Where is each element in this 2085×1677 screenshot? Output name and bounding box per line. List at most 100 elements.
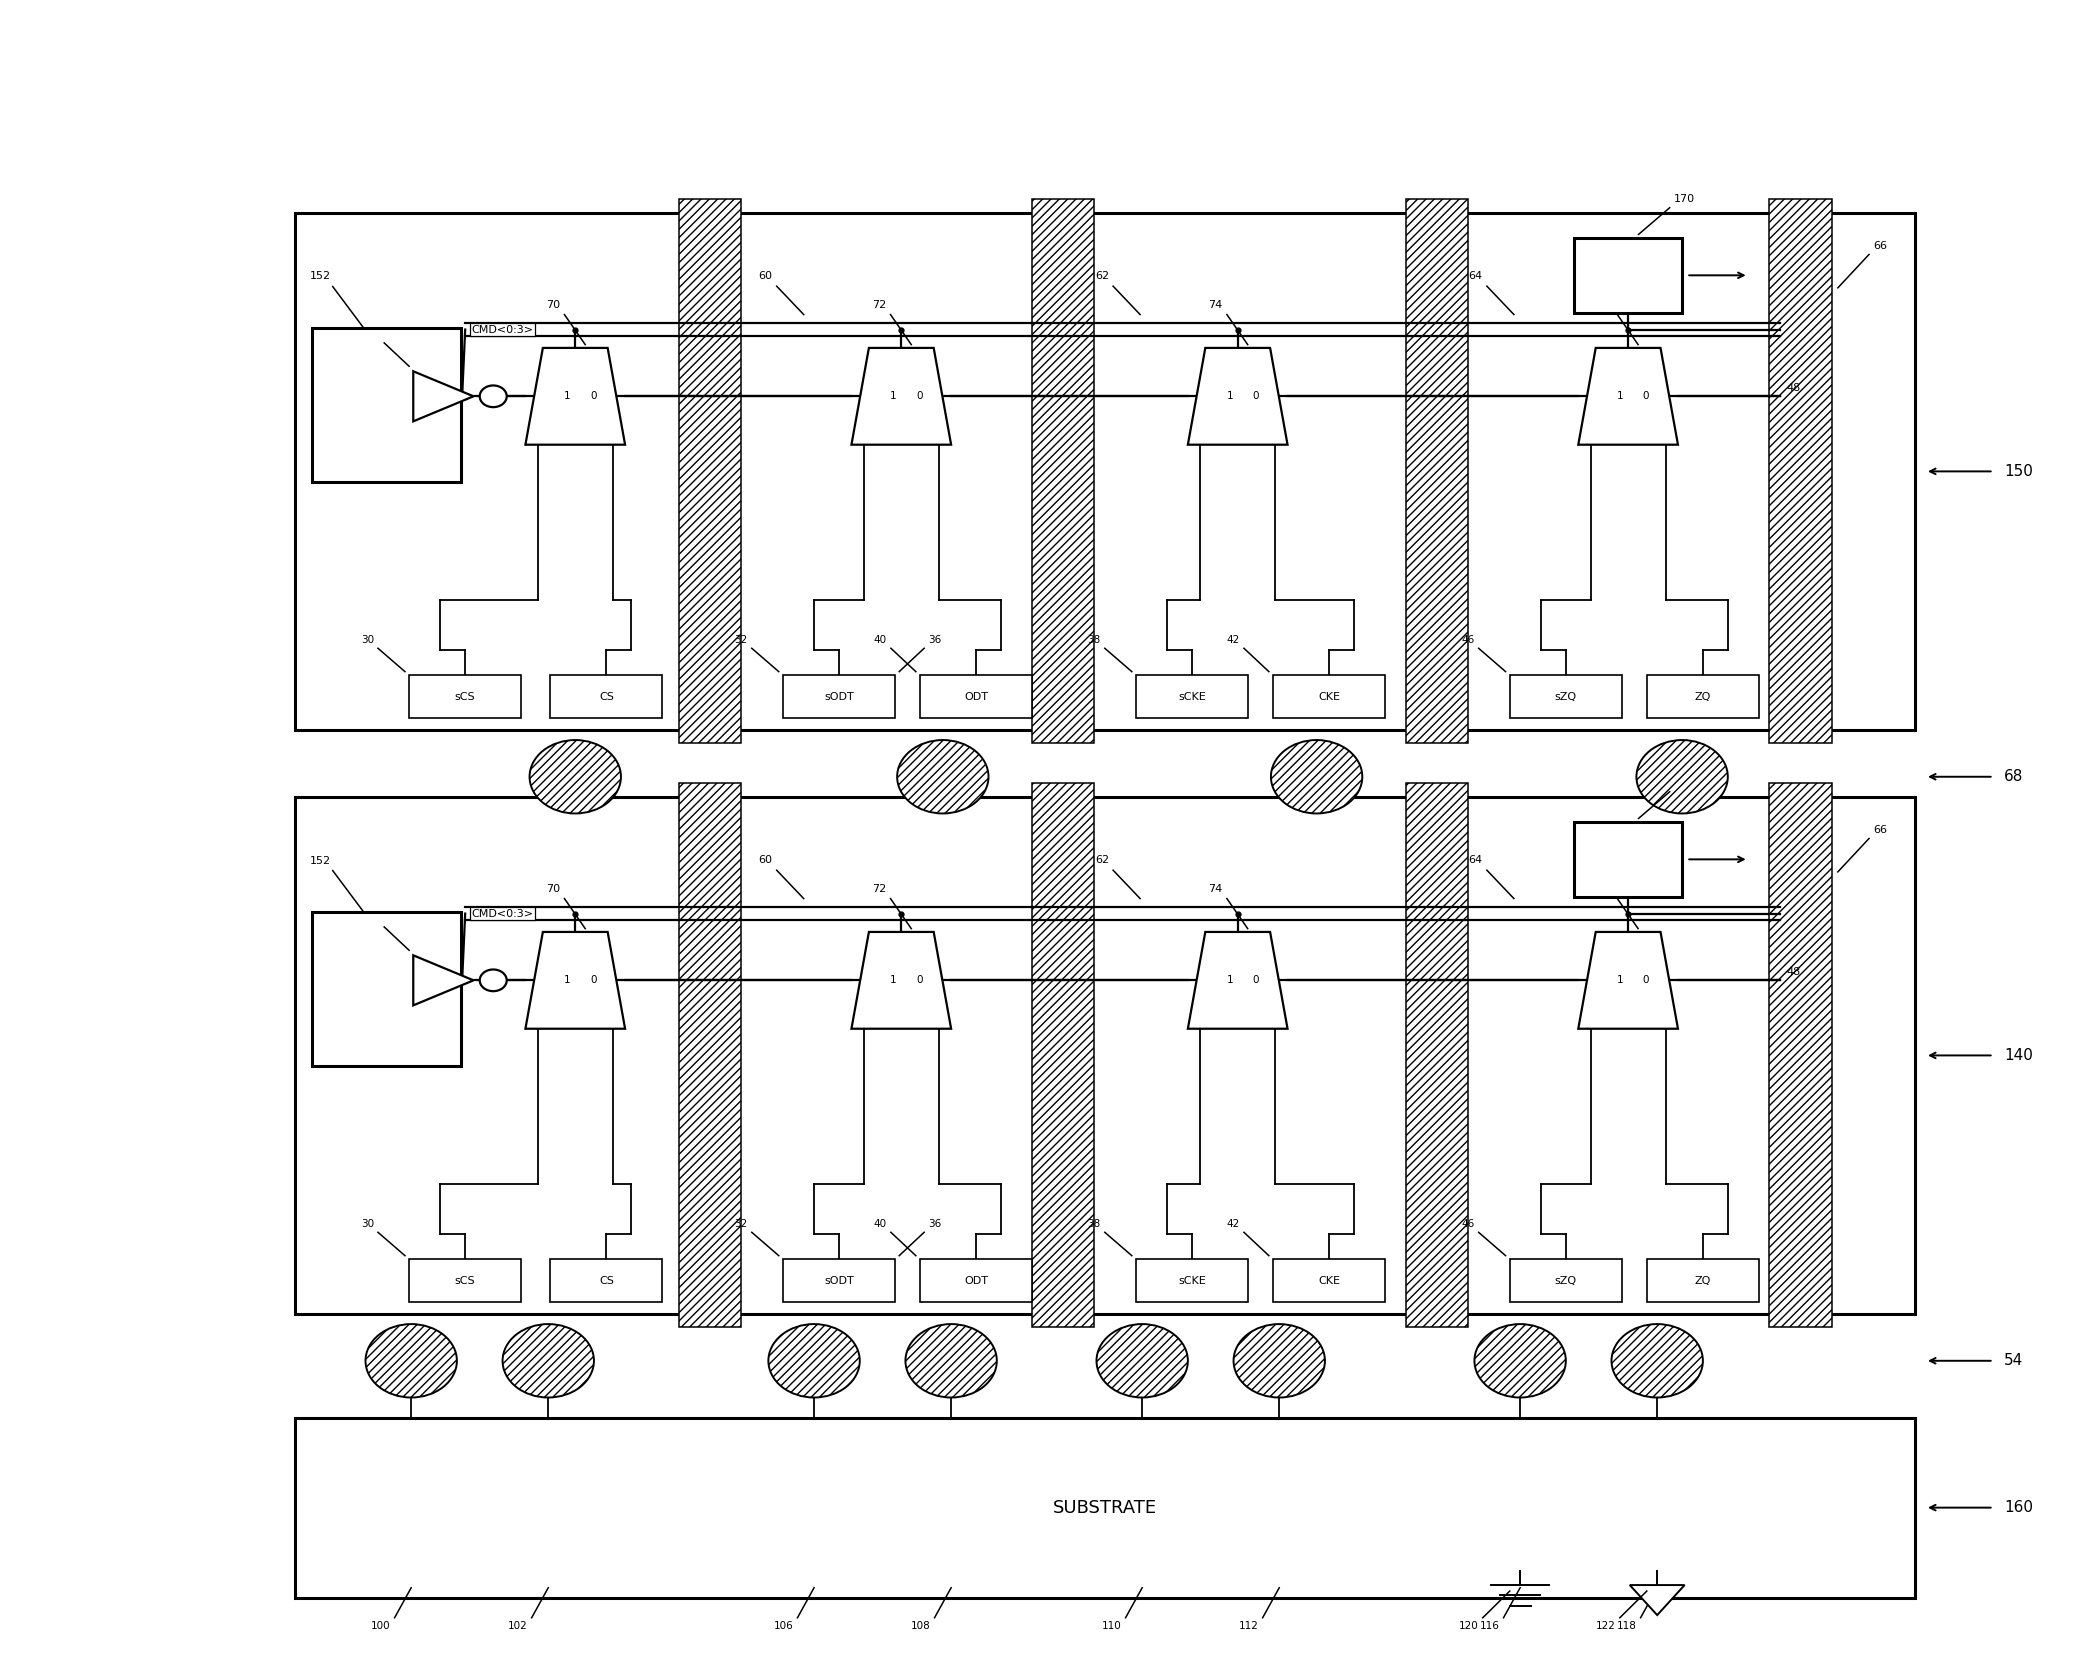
Text: 68: 68	[2004, 770, 2022, 785]
Text: CKE: CKE	[1318, 691, 1341, 701]
Text: 30: 30	[361, 1219, 373, 1229]
Polygon shape	[1032, 200, 1095, 743]
Text: 120: 120	[1460, 1622, 1478, 1632]
Circle shape	[365, 1325, 457, 1397]
Polygon shape	[680, 200, 742, 743]
Polygon shape	[1578, 347, 1678, 444]
Circle shape	[1474, 1325, 1566, 1397]
Bar	[919, 1259, 1032, 1303]
Text: 48: 48	[1787, 968, 1799, 978]
Text: 170: 170	[1674, 195, 1695, 205]
Text: 60: 60	[759, 855, 774, 865]
Circle shape	[530, 740, 621, 813]
Bar	[1574, 822, 1683, 897]
Bar	[1274, 1259, 1384, 1303]
Bar	[550, 674, 663, 718]
Text: 38: 38	[1088, 1219, 1101, 1229]
Polygon shape	[1630, 1585, 1685, 1615]
Circle shape	[480, 969, 507, 991]
Text: 1: 1	[1616, 391, 1624, 401]
Text: sCS: sCS	[455, 691, 475, 701]
Text: sCS: sCS	[455, 1276, 475, 1286]
Text: 1: 1	[1226, 391, 1232, 401]
Text: ZQ: ZQ	[1695, 691, 1712, 701]
Text: 54: 54	[2004, 1353, 2022, 1368]
Bar	[1510, 674, 1622, 718]
Bar	[782, 1259, 894, 1303]
Circle shape	[769, 1325, 859, 1397]
Text: ODT: ODT	[963, 691, 988, 701]
Text: 38: 38	[1088, 636, 1101, 646]
Text: 64: 64	[1468, 855, 1482, 865]
Text: 0: 0	[1253, 976, 1259, 986]
Text: 140: 140	[2004, 1048, 2033, 1063]
Circle shape	[1097, 1325, 1188, 1397]
Text: 106: 106	[774, 1622, 792, 1632]
Polygon shape	[680, 783, 742, 1328]
Text: 48: 48	[1787, 382, 1799, 392]
Text: sCKE: sCKE	[1178, 691, 1205, 701]
Text: 76: 76	[1599, 300, 1614, 310]
Text: CMD<0:3>: CMD<0:3>	[471, 325, 534, 334]
Bar	[1136, 1259, 1249, 1303]
Text: CMD<0:3>: CMD<0:3>	[471, 909, 534, 919]
Text: 108: 108	[911, 1622, 930, 1632]
Circle shape	[1234, 1325, 1324, 1397]
Text: CS: CS	[598, 1276, 613, 1286]
Circle shape	[1612, 1325, 1703, 1397]
Text: 42: 42	[1226, 1219, 1241, 1229]
Text: 46: 46	[1462, 636, 1474, 646]
Bar	[294, 1417, 1914, 1598]
Polygon shape	[1188, 932, 1289, 1028]
Text: 36: 36	[928, 636, 942, 646]
Polygon shape	[851, 347, 951, 444]
Polygon shape	[1770, 783, 1831, 1328]
Text: 60: 60	[759, 272, 774, 282]
Text: 72: 72	[872, 884, 886, 894]
Polygon shape	[1578, 932, 1678, 1028]
Bar	[1647, 1259, 1760, 1303]
Text: SUBSTRATE: SUBSTRATE	[1053, 1499, 1157, 1516]
Text: 0: 0	[1253, 391, 1259, 401]
Text: 76: 76	[1599, 884, 1614, 894]
Text: 1: 1	[563, 976, 571, 986]
Text: 1: 1	[1616, 976, 1624, 986]
Bar	[1510, 1259, 1622, 1303]
Circle shape	[1272, 740, 1362, 813]
Text: 72: 72	[872, 300, 886, 310]
Polygon shape	[525, 932, 625, 1028]
Text: 110: 110	[1101, 1622, 1122, 1632]
Polygon shape	[1032, 783, 1095, 1328]
Text: 100: 100	[371, 1622, 390, 1632]
Text: 70: 70	[546, 884, 561, 894]
Text: 64: 64	[1468, 272, 1482, 282]
Polygon shape	[1405, 200, 1468, 743]
Text: 1: 1	[1226, 976, 1232, 986]
Text: 32: 32	[734, 1219, 749, 1229]
Text: 170: 170	[1674, 778, 1695, 788]
Text: 102: 102	[509, 1622, 528, 1632]
Bar	[782, 674, 894, 718]
Text: 1: 1	[890, 391, 897, 401]
Polygon shape	[1770, 200, 1831, 743]
Text: 32: 32	[734, 636, 749, 646]
Bar	[1136, 674, 1249, 718]
Text: 36: 36	[928, 1219, 942, 1229]
Text: 152: 152	[309, 855, 332, 865]
Text: 40: 40	[874, 1219, 886, 1229]
Circle shape	[905, 1325, 997, 1397]
Text: 46: 46	[1462, 1219, 1474, 1229]
Text: sZQ: sZQ	[1555, 691, 1576, 701]
Text: 82: 82	[365, 914, 379, 924]
Text: 66: 66	[1872, 825, 1887, 835]
Circle shape	[480, 386, 507, 408]
Text: 62: 62	[1095, 855, 1109, 865]
Polygon shape	[413, 956, 473, 1006]
Text: 30: 30	[361, 636, 373, 646]
Text: 152: 152	[309, 272, 332, 282]
Text: ZQ: ZQ	[1695, 1276, 1712, 1286]
Text: 70: 70	[546, 300, 561, 310]
Text: 66: 66	[1872, 241, 1887, 252]
Text: ODT: ODT	[963, 1276, 988, 1286]
Text: 0: 0	[1643, 976, 1649, 986]
